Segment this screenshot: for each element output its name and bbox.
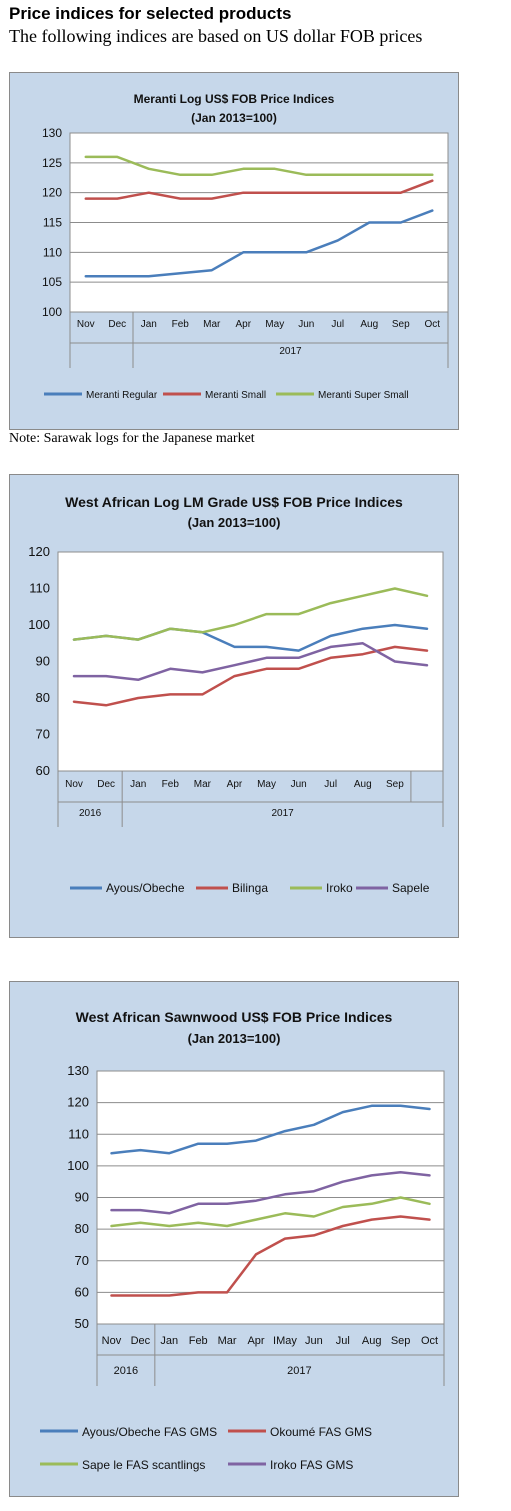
x-tick-label: Aug [360, 319, 378, 330]
x-tick-label: Jun [298, 319, 314, 330]
y-tick-label: 100 [28, 617, 50, 632]
y-tick-label: 90 [75, 1190, 89, 1205]
x-tick-label: Sep [392, 319, 410, 330]
x-tick-label: Nov [77, 319, 95, 330]
x-tick-label: Oct [421, 1335, 438, 1347]
x-tick-label: Aug [362, 1335, 382, 1347]
y-tick-label: 70 [75, 1253, 89, 1268]
x-tick-label: Jul [324, 779, 337, 790]
x-tick-label: IMay [273, 1335, 297, 1347]
y-tick-label: 105 [42, 275, 62, 289]
x-tick-label: Dec [108, 319, 126, 330]
series-line [84, 155, 434, 177]
x-tick-label: Mar [218, 1335, 237, 1347]
year-label: 2017 [271, 808, 294, 819]
x-tick-label: Jan [141, 319, 157, 330]
y-tick-label: 110 [29, 581, 50, 596]
x-tick-label: Feb [172, 319, 190, 330]
x-tick-label: Nov [65, 779, 83, 790]
legend-label: Ayous/Obeche [106, 881, 185, 895]
y-tick-label: 80 [75, 1221, 89, 1236]
series-line [72, 642, 429, 682]
y-tick-label: 110 [43, 245, 62, 259]
series-line [84, 209, 434, 278]
west-african-log-chart: 60 70 80 90 100 110 120 2016 2017 Nov Dec Jan Feb Mar… [28, 544, 444, 895]
y-tick-label: 100 [67, 1158, 89, 1173]
x-tick-label: Jan [160, 1335, 178, 1347]
legend-label: Ayous/Obeche FAS GMS [82, 1425, 217, 1439]
legend-label: Bilinga [232, 881, 268, 895]
x-tick-label: Dec [97, 779, 115, 790]
x-tick-label: Apr [235, 319, 251, 330]
x-tick-label: Mar [194, 779, 212, 790]
series-line [72, 645, 429, 707]
chart-subtitle: (Jan 2013=100) [187, 515, 281, 530]
chart-note: Note: Sarawak logs for the Japanese mark… [9, 431, 255, 446]
y-tick-label: 120 [28, 544, 50, 559]
x-tick-label: Aug [354, 779, 372, 790]
x-tick-label: Oct [424, 319, 440, 330]
x-tick-label: May [265, 319, 284, 330]
x-tick-label: Dec [131, 1335, 151, 1347]
x-tick-label: Apr [247, 1335, 264, 1347]
y-tick-label: 90 [36, 654, 50, 669]
y-tick-label: 110 [68, 1126, 89, 1141]
legend-label: Sapele [392, 881, 430, 895]
legend-label: Meranti Super Small [318, 390, 409, 401]
west-african-log-chart-panel: West African Log LM Grade US$ FOB Price … [9, 474, 459, 938]
series-line [72, 587, 429, 641]
x-tick-label: May [257, 779, 276, 790]
series-line [84, 179, 434, 200]
west-african-sawnwood-chart-panel: West African Sawnwood US$ FOB Price Indi… [9, 981, 459, 1497]
x-tick-label: Jul [336, 1335, 350, 1347]
legend-label: Okoumé FAS GMS [270, 1425, 372, 1439]
y-tick-label: 100 [42, 305, 62, 319]
x-tick-label: Jun [291, 779, 307, 790]
legend-label: Meranti Small [205, 390, 266, 401]
x-tick-label: Apr [227, 779, 243, 790]
x-tick-label: Sep [386, 779, 404, 790]
x-tick-label: Sep [391, 1335, 411, 1347]
y-tick-label: 80 [36, 690, 50, 705]
page-heading: Price indices for selected products [9, 4, 292, 23]
y-tick-label: 60 [36, 763, 50, 778]
chart-title: West African Log LM Grade US$ FOB Price … [65, 494, 403, 510]
x-tick-label: Nov [102, 1335, 122, 1347]
x-tick-label: Jan [130, 779, 146, 790]
chart-title: West African Sawnwood US$ FOB Price Indi… [75, 1009, 393, 1025]
y-tick-label: 130 [42, 126, 62, 140]
y-tick-label: 115 [43, 216, 62, 230]
x-tick-label: Jun [305, 1335, 323, 1347]
west-african-sawnwood-chart: 50 60 70 80 90 100 110 120 130 2016 2017 Nov Dec Jan F… [40, 1063, 445, 1472]
year-label: 2016 [79, 808, 102, 819]
page-subheading: The following indices are based on US do… [9, 26, 423, 46]
legend-label: Iroko [326, 881, 353, 895]
chart-subtitle: (Jan 2013=100) [187, 1031, 281, 1046]
series-line [110, 1215, 431, 1297]
y-tick-label: 120 [67, 1095, 89, 1110]
meranti-chart-panel: Meranti Log US$ FOB Price Indices (Jan 2… [9, 72, 459, 430]
x-tick-label: Mar [203, 319, 221, 330]
year-label: 2017 [287, 1365, 311, 1377]
series-line [110, 1170, 431, 1215]
x-tick-label: Feb [189, 1335, 208, 1347]
legend-label: Iroko FAS GMS [270, 1458, 353, 1472]
legend-label: Meranti Regular [86, 390, 158, 401]
x-tick-label: Jul [331, 319, 344, 330]
y-tick-label: 70 [36, 727, 50, 742]
series-line [110, 1196, 431, 1228]
x-tick-label: Feb [162, 779, 180, 790]
chart-subtitle: (Jan 2013=100) [191, 111, 277, 125]
y-tick-label: 125 [42, 156, 62, 170]
series-line [110, 1104, 431, 1155]
y-tick-label: 60 [75, 1284, 89, 1299]
year-label: 2017 [279, 346, 302, 357]
year-label: 2016 [114, 1365, 138, 1377]
y-tick-label: 50 [75, 1316, 89, 1331]
legend-label: Sape le FAS scantlings [82, 1458, 205, 1472]
y-tick-label: 120 [42, 186, 62, 200]
y-tick-label: 130 [67, 1063, 89, 1078]
chart-title: Meranti Log US$ FOB Price Indices [133, 92, 335, 106]
meranti-chart: 100 105 110 115 120 125 130 2017 Nov Dec Jan Feb Mar… [42, 126, 449, 401]
